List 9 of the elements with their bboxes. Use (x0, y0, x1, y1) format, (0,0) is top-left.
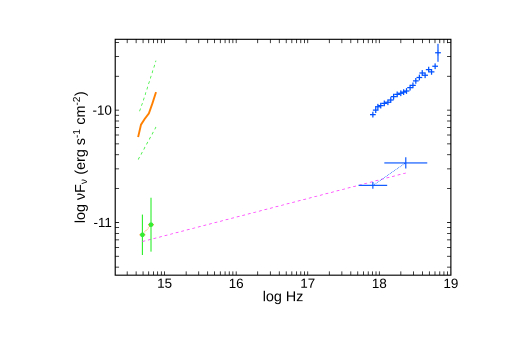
x-tick-label: 16 (230, 278, 244, 288)
y-axis-title: log νF$_{ν}$ (erg s$^{-1}$ cm$^{-2}$) (72, 92, 88, 222)
y-tick-label: -10 (93, 105, 112, 115)
x-tick-label: 15 (158, 278, 172, 288)
x-tick-label: 19 (444, 278, 458, 288)
x-tick-label: 18 (372, 278, 386, 288)
y-tick-label: -11 (94, 218, 112, 228)
x-tick-label: 17 (301, 278, 315, 288)
x-axis-title: log Hz (264, 290, 303, 304)
